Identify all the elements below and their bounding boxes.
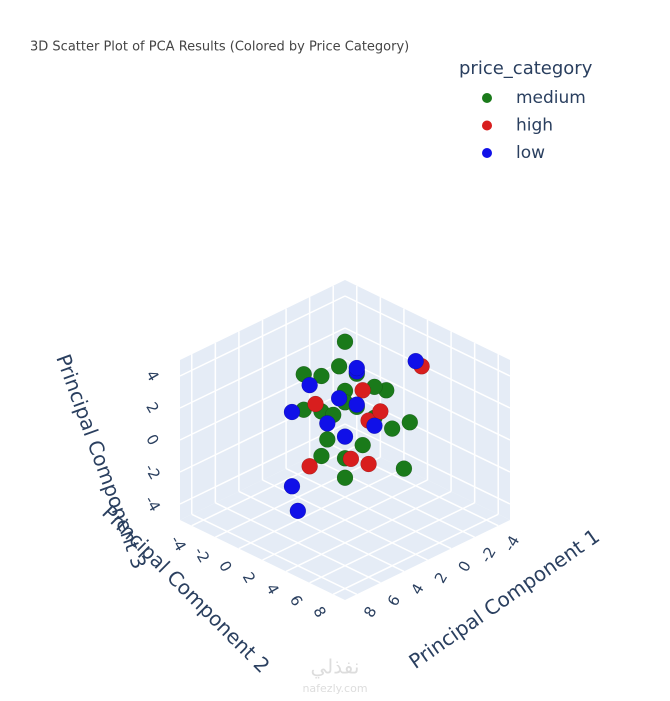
point [319,431,336,448]
y-tick-label: 8 [309,603,329,620]
grid-line [191,445,358,527]
point [372,403,389,420]
x-tick-label: 2 [431,569,451,586]
point [283,478,301,495]
point [348,396,366,413]
point [336,469,354,486]
point [319,415,336,432]
x-tick-label: 0 [454,558,474,575]
point [313,447,330,465]
x-tick-label: -2 [477,544,500,566]
point [383,420,401,437]
legend-title: price_category [459,58,593,79]
y-tick-label: -2 [190,544,213,566]
y-tick-label: 4 [262,581,282,598]
grid-line [262,479,428,561]
point [289,502,307,520]
z-tick-label: 0 [142,431,162,448]
watermark: نفذلي [311,655,360,680]
point [301,458,318,475]
grid-line [332,513,499,595]
z-tick-label: 4 [142,367,162,384]
point [313,367,330,385]
grid-line [285,490,452,573]
grid-line [179,327,346,409]
point [330,390,348,407]
point [283,403,301,421]
point [330,358,348,375]
z-axis-title: Principal Component 3 [51,351,151,572]
chart-title: 3D Scatter Plot of PCA Results (Colored … [30,40,409,55]
z-tick-label: -2 [141,461,164,483]
point [301,376,318,394]
grid-line [179,423,346,505]
grid-line [215,456,381,538]
point [360,455,377,473]
legend-marker [482,120,492,131]
point [354,382,371,399]
y-tick-label: 2 [239,569,259,586]
y-tick-label: 6 [286,592,306,609]
panes [179,280,511,600]
legend-label: medium [516,88,586,108]
point [354,436,371,454]
x-tick-label: -4 [500,532,523,554]
point [307,395,324,413]
legend-label: high [516,116,553,136]
x-tick-label: 8 [360,603,380,620]
point [401,414,419,431]
grid-line [309,502,475,584]
y-tick-label: 0 [215,558,235,575]
grid-line [344,295,511,377]
point [336,428,354,445]
legend-marker [482,148,492,158]
point [336,333,354,350]
y-tick-label: -4 [167,532,190,554]
point [348,359,366,377]
z-tick-label: -4 [141,493,164,515]
grid-line [344,359,511,441]
watermark: nafezly.com [302,682,367,695]
grid-line [238,467,405,550]
grid-line [344,423,511,505]
legend-marker [482,93,492,103]
point [342,450,360,468]
x-tick-label: 4 [407,581,427,598]
point [407,352,424,370]
x-tick-label: 6 [384,592,404,609]
point [395,460,413,477]
grid-line [344,391,511,473]
legend-label: low [516,143,545,163]
grid-line [179,295,346,377]
z-tick-label: 2 [142,399,162,416]
point [366,417,383,434]
